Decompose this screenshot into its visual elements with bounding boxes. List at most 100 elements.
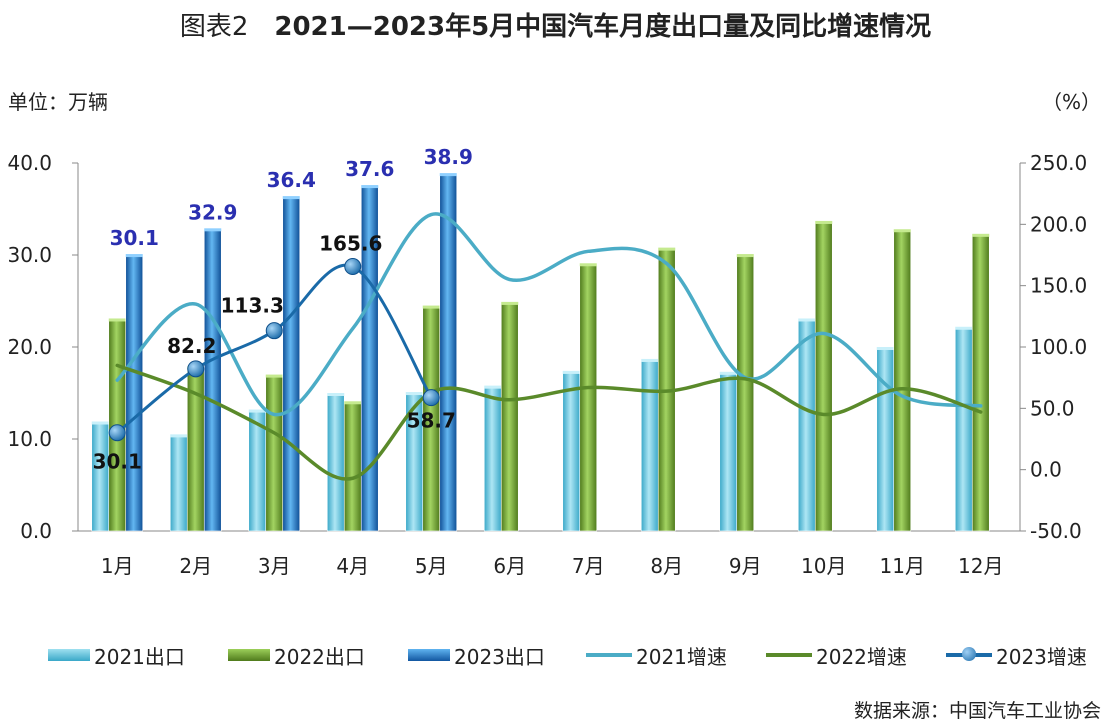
x-tick-label: 4月 [336,554,369,578]
y-left-tick-label: 20.0 [7,335,52,359]
bar-top-2022出口 [972,233,990,237]
legend-swatch-2022-export [228,649,270,661]
bar-2021出口 [876,346,895,532]
bar-2022出口 [814,220,833,532]
bar-top-2022出口 [893,229,911,233]
bar-top-2022出口 [658,247,676,251]
bar-data-label: 38.9 [424,145,473,169]
bar-top-2021出口 [248,409,266,413]
x-tick-label: 7月 [572,554,605,578]
legend-item-2023-export: 2023出口 [408,640,545,670]
legend-swatch-2021-growth [586,653,632,657]
bar-top-2022出口 [736,254,754,258]
bar-2022出口 [500,301,519,532]
bar-top-2021出口 [91,421,109,425]
bar-2023出口 [125,253,144,532]
bar-2023出口 [203,228,222,532]
line-2021增速 [115,212,983,417]
legend-item-2022-growth: 2022增速 [766,640,907,670]
bar-top-2021出口 [876,347,894,350]
bar-top-2022出口 [108,318,126,322]
bar-data-label: 37.6 [345,157,394,181]
growth-2023-marker [422,389,440,407]
bar-2021出口 [797,318,816,532]
y-right-tick-label: 0.0 [1030,458,1062,482]
bar-2022出口 [736,253,755,532]
bar-top-2022出口 [579,263,597,267]
legend-label: 2023增速 [996,644,1087,669]
bar-2022出口 [343,400,362,532]
y-right-tick-label: 100.0 [1030,335,1087,359]
bar-data-label: 36.4 [267,168,316,192]
bar-2021出口 [326,392,345,532]
bar-top-2023出口 [282,196,300,200]
growth-2023-label: 113.3 [221,294,284,318]
legend-item-2021-export: 2021出口 [48,640,185,670]
y-right-tick-label: 150.0 [1030,274,1087,298]
legend-item-2022-export: 2022出口 [228,640,365,670]
right-unit-label: （%） [1041,90,1101,114]
legend-item-2021-growth: 2021增速 [586,640,727,670]
growth-2023-label: 165.6 [319,232,382,256]
x-tick-label: 5月 [415,554,448,578]
y-right-tick-label: 250.0 [1030,151,1087,175]
line-2022增速 [115,363,983,481]
legend-swatch-2023-export [408,649,450,661]
legend-label: 2022增速 [816,644,907,669]
bar-2021出口 [91,421,110,532]
bar-top-2021出口 [798,318,816,322]
bar-top-2021出口 [170,434,188,438]
bar-top-2023出口 [439,173,457,177]
legend-label: 2021出口 [94,644,185,669]
legend-label: 2023出口 [454,644,545,669]
x-tick-label: 6月 [493,554,526,578]
bar-2021出口 [169,434,188,532]
y-left-tick-label: 0.0 [20,519,52,543]
bar-top-2023出口 [125,254,143,258]
y-right-tick-label: 50.0 [1030,396,1075,420]
chart-plot: 0.0 10.0 20.0 30.0 40.0 -50.0 0.0 50.0 100.0 150.… [7,145,1087,578]
chart-title: 图表2 2021—2023年5月中国汽车月度出口量及同比增速情况 [0,6,1111,43]
bar-top-2022出口 [815,220,833,224]
legend-label: 2022出口 [274,644,365,669]
bar-top-2021出口 [484,385,502,389]
bar-top-2022出口 [422,305,440,309]
bar-top-2022出口 [344,401,362,405]
y-left-tick-label: 10.0 [7,427,52,451]
y-left-tick-label: 30.0 [7,243,52,267]
legend-swatch-2023-growth [946,647,992,661]
bar-top-2021出口 [327,393,345,396]
legend-item-2023-growth: 2023增速 [946,640,1087,670]
source-note: 数据来源：中国汽车工业协会 [853,700,1101,722]
y-right-tick-label: 200.0 [1030,212,1087,236]
bar-2023出口 [439,172,458,532]
bar-2022出口 [265,374,284,532]
x-tick-label: 1月 [101,554,134,578]
bar-top-2021出口 [719,371,737,375]
bar-data-label: 32.9 [188,200,237,224]
y-left-tick-label: 40.0 [7,151,52,175]
x-tick-label: 11月 [880,554,925,578]
legend-swatch-2021-export [48,649,90,661]
bar-top-2023出口 [204,228,222,232]
bar-top-2021出口 [641,358,659,362]
bar-top-2023出口 [361,185,379,189]
title-prefix: 图表2 [179,12,249,42]
x-tick-label: 9月 [729,554,762,578]
legend-swatch-2022-growth [766,653,812,657]
x-tick-label: 10月 [801,554,846,578]
bar-top-2021出口 [955,326,973,330]
bar-2022出口 [893,228,912,532]
legend: 2021出口 2022出口 2023出口 2021增速 2022增速 2023增… [0,640,1111,670]
growth-2023-label: 30.1 [93,450,142,474]
bar-2021出口 [562,370,581,532]
growth-2023-marker [344,258,362,276]
y-right-tick-label: -50.0 [1030,519,1082,543]
x-tick-label: 2月 [179,554,212,578]
growth-2023-label: 82.2 [167,334,216,358]
bar-top-2022出口 [501,301,519,305]
title-main: 2021—2023年5月中国汽车月度出口量及同比增速情况 [274,12,932,42]
bar-top-2022出口 [265,374,283,378]
bar-top-2021出口 [562,370,580,374]
x-tick-label: 3月 [258,554,291,578]
